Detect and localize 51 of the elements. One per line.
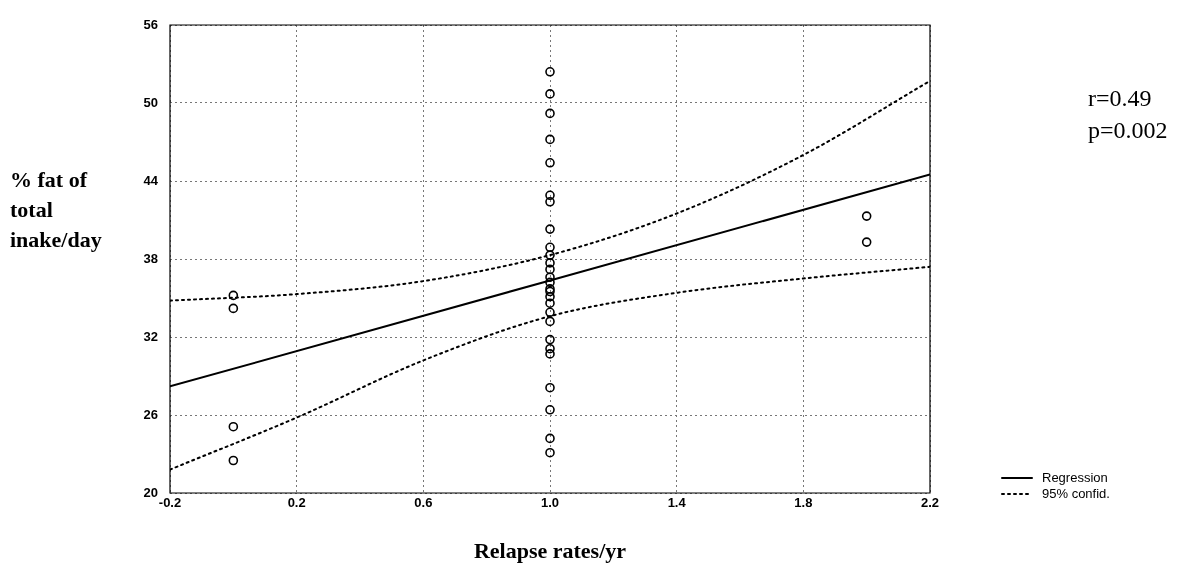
point	[545, 89, 555, 99]
point	[545, 272, 555, 282]
text: r=0.49	[1088, 84, 1153, 113]
x-tick-label: 2.2	[920, 495, 940, 511]
point	[545, 405, 555, 415]
point	[545, 307, 555, 318]
y-tick-label: 44	[143, 172, 159, 188]
y-axis-title: % fat of total inake/day	[10, 166, 103, 254]
x-axis-title: Relapse rates/yr	[472, 538, 628, 564]
point	[545, 277, 555, 288]
point	[545, 447, 555, 458]
point	[545, 190, 555, 201]
point	[545, 242, 555, 253]
point	[228, 290, 239, 301]
point	[861, 211, 872, 221]
point	[228, 421, 239, 432]
point	[545, 250, 555, 260]
point	[545, 433, 555, 444]
y-tick-label: 56	[143, 16, 158, 32]
point	[545, 349, 555, 359]
x-tick-label: 1.4	[667, 495, 687, 511]
point	[545, 291, 555, 302]
x-tick-label: 1.0	[540, 495, 560, 511]
x-tick-label: 0.6	[414, 495, 433, 511]
y-tick-label: 50	[143, 94, 158, 110]
text: p=0.002	[1088, 116, 1168, 145]
point	[545, 264, 555, 275]
legend-label: 95% confid.	[1042, 486, 1110, 502]
x-tick-label: -0.2	[158, 495, 182, 511]
point	[545, 158, 555, 168]
point	[545, 224, 555, 234]
y-tick-label: 20	[143, 484, 158, 500]
x-tick-label: 0.2	[287, 495, 306, 511]
point	[545, 343, 555, 354]
point	[545, 298, 555, 308]
y-tick-label: 26	[143, 406, 158, 422]
y-tick-label: 38	[143, 250, 158, 266]
y-tick-label: 32	[143, 328, 158, 344]
point	[545, 258, 555, 268]
point	[545, 197, 555, 207]
point	[545, 334, 555, 345]
point	[861, 237, 872, 247]
x-tick-label: 1.8	[794, 495, 813, 511]
point	[228, 303, 239, 314]
point	[228, 455, 239, 466]
point	[545, 108, 555, 119]
point	[545, 382, 555, 393]
point	[545, 134, 555, 145]
legend-label: Regression	[1042, 470, 1108, 486]
point	[545, 316, 555, 327]
point	[545, 67, 555, 77]
